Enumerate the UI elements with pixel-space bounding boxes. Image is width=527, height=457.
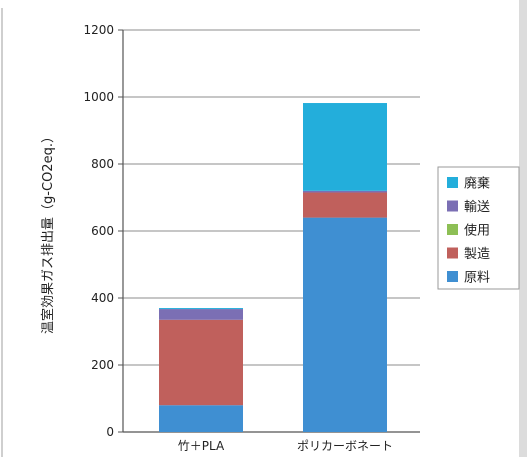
y-tick-label: 1200 <box>83 23 114 37</box>
bar-segment <box>159 309 243 320</box>
y-tick-label: 800 <box>91 157 114 171</box>
right-scroll-edge <box>519 0 527 457</box>
bars <box>159 103 387 432</box>
legend-label: 製造 <box>464 247 490 262</box>
legend-swatch <box>447 271 458 282</box>
axes: 0 200 400 600 800 1000 1200 竹＋PLA ポリカーボネート <box>83 23 420 453</box>
legend-swatch <box>447 177 458 188</box>
legend-label: 廃棄 <box>464 176 490 192</box>
bar-segment <box>159 308 243 310</box>
y-axis-title: 温室効果ガス排出量（g-CO2eq.） <box>40 130 56 334</box>
legend-label: 使用 <box>464 223 490 239</box>
legend-swatch <box>447 224 458 235</box>
x-category-label: 竹＋PLA <box>178 439 225 453</box>
bar-segment <box>159 319 243 406</box>
x-category-label: ポリカーボネート <box>297 439 393 453</box>
bar-segment <box>303 190 387 193</box>
axis-labels: 温室効果ガス排出量（g-CO2eq.） <box>40 130 56 334</box>
bar-segment <box>303 103 387 191</box>
legend-swatch <box>447 247 458 259</box>
bar-segment <box>303 192 387 218</box>
y-tick-label: 400 <box>91 291 114 305</box>
y-tick-label: 1000 <box>83 90 114 104</box>
legend-label: 原料 <box>464 271 490 286</box>
y-tick-label: 600 <box>91 224 114 238</box>
bar-segment <box>303 217 387 432</box>
y-tick-label: 200 <box>91 358 114 372</box>
legend-swatch <box>447 200 458 212</box>
y-tick-label: 0 <box>106 425 114 439</box>
legend-label: 輸送 <box>464 200 490 215</box>
bar-segment <box>159 405 243 432</box>
